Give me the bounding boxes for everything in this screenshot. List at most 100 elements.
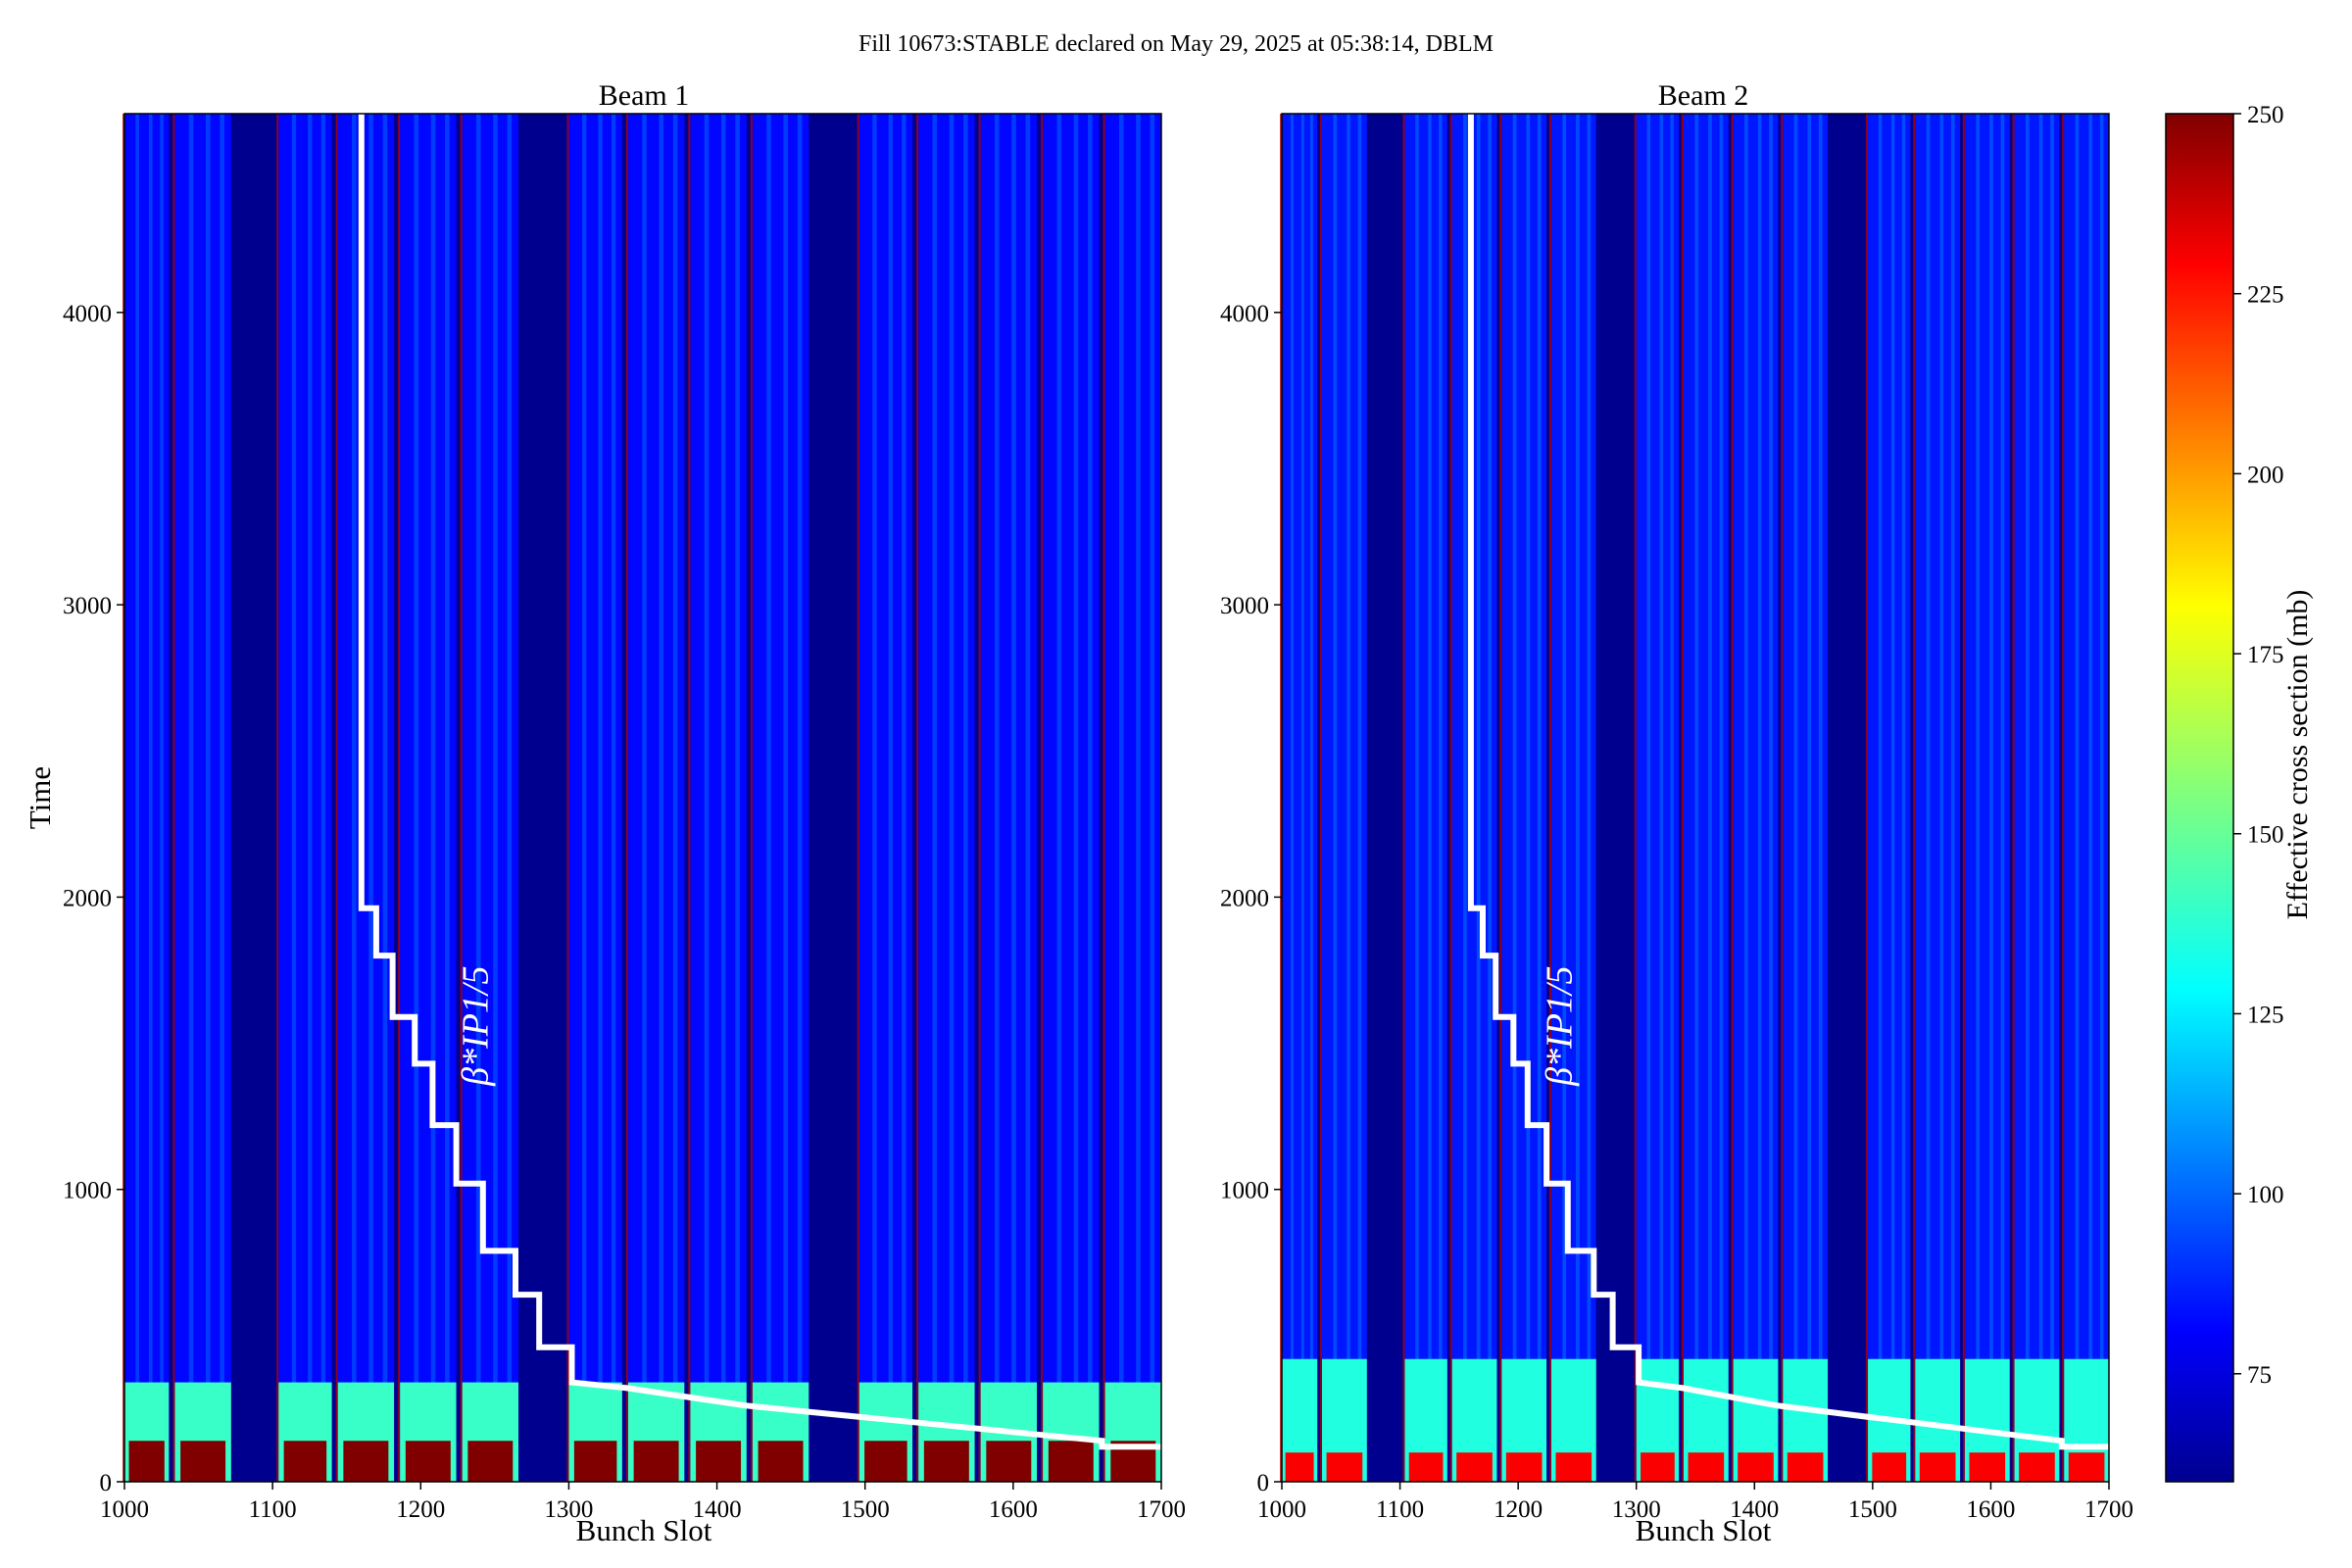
train-edge <box>1548 114 1551 1482</box>
train-streak <box>1439 114 1443 1482</box>
train-high-time-band <box>2068 1452 2105 1482</box>
beam2-x-axis: 1000 1100 1200 1300 1400 1500 1600 1700 <box>1257 1482 2133 1523</box>
train-streak <box>1757 114 1762 1482</box>
x-tick-label: 1500 <box>1848 1496 1897 1523</box>
train-edge <box>916 114 919 1482</box>
bunch-train <box>566 114 622 1482</box>
train-edge <box>2012 114 2015 1482</box>
beam2-heatmap: β*IP1/5 <box>1280 113 2110 1483</box>
train-streak <box>1300 114 1304 1482</box>
bunch-train <box>1319 114 1367 1482</box>
colorbar-tick-label: 250 <box>2247 102 2284 128</box>
y-tick-label: 1000 <box>63 1178 112 1204</box>
y-tick-label: 4000 <box>1220 301 1269 327</box>
train-streak <box>1950 114 1955 1482</box>
beta-star-line <box>1467 114 2109 1450</box>
train-high-time-band <box>1872 1452 1907 1482</box>
train-streak <box>642 114 647 1482</box>
beta-star-line <box>358 114 1161 1450</box>
beam1-x-axis: 1000 1100 1200 1300 1400 1500 1600 1700 <box>100 1482 1186 1523</box>
train-streak <box>994 114 1000 1482</box>
x-tick-label: 1700 <box>2084 1496 2133 1523</box>
train-streak <box>1025 114 1031 1482</box>
train-high-time-band <box>1505 1452 1543 1482</box>
train-edge <box>857 114 859 1482</box>
train-streak <box>414 114 419 1482</box>
train-high-time-band <box>128 1441 165 1482</box>
train-streak <box>1878 114 1883 1482</box>
train-edge <box>1634 114 1637 1482</box>
train-streak <box>1744 114 1748 1482</box>
bunch-train <box>1731 114 1779 1482</box>
train-streak <box>888 114 893 1482</box>
train-streak <box>872 114 877 1482</box>
figure-title: Fill 10673:STABLE declared on May 29, 20… <box>858 31 1494 57</box>
x-tick-label: 1200 <box>1494 1496 1543 1523</box>
train-streak <box>148 114 153 1482</box>
train-high-time-band <box>1688 1452 1725 1482</box>
y-tick-label: 0 <box>100 1470 113 1496</box>
train-edge <box>1319 114 1322 1482</box>
bunch-train <box>1499 114 1547 1482</box>
beam1-title: Beam 1 <box>599 79 689 112</box>
train-edge <box>1681 114 1684 1482</box>
train-streak <box>1291 114 1294 1482</box>
train-high-time-band <box>1641 1452 1675 1482</box>
x-tick-label: 1100 <box>249 1496 297 1523</box>
train-streak <box>2050 114 2054 1482</box>
colorbar-tick-label: 175 <box>2247 642 2284 668</box>
train-streak <box>1576 114 1580 1482</box>
train-streak <box>493 114 498 1482</box>
train-edge <box>1731 114 1734 1482</box>
train-streak <box>507 114 513 1482</box>
train-edge <box>978 114 981 1482</box>
train-streak <box>582 114 587 1482</box>
train-streak <box>783 114 789 1482</box>
train-streak <box>1150 114 1155 1482</box>
train-edge <box>1499 114 1502 1482</box>
bunch-train <box>1102 114 1161 1482</box>
colorbar-tick-label: 100 <box>2247 1182 2284 1208</box>
train-edge <box>460 114 463 1482</box>
x-tick-label: 1000 <box>1257 1496 1306 1523</box>
train-high-time-band <box>1738 1452 1774 1482</box>
bunch-train <box>1280 114 1318 1482</box>
x-tick-label: 1000 <box>100 1496 149 1523</box>
beam2-x-axis-label: Bunch Slot <box>1636 1513 1772 1547</box>
train-edge <box>1041 114 1044 1482</box>
train-streak <box>1926 114 1931 1482</box>
train-streak <box>445 114 450 1482</box>
train-high-time-band <box>1285 1452 1314 1482</box>
train-streak <box>1309 114 1313 1482</box>
train-streak <box>1818 114 1823 1482</box>
train-high-time-band <box>1326 1452 1363 1482</box>
y-tick-label: 3000 <box>63 593 112 619</box>
train-streak <box>1708 114 1712 1482</box>
train-streak <box>1488 114 1492 1482</box>
train-streak <box>932 114 938 1482</box>
train-streak <box>2075 114 2080 1482</box>
colorbar-tick-label: 75 <box>2247 1362 2272 1389</box>
train-streak <box>1807 114 1812 1482</box>
train-streak <box>1463 114 1467 1482</box>
x-tick-label: 1200 <box>396 1496 445 1523</box>
colorbar-gradient <box>2165 113 2234 1483</box>
bunch-train <box>1913 114 1961 1482</box>
train-streak <box>1989 114 1993 1482</box>
train-edge <box>1781 114 1784 1482</box>
beam1-y-axis: 0 1000 2000 3000 4000 <box>63 301 124 1496</box>
train-streak <box>291 114 297 1482</box>
train-streak <box>1347 114 1350 1482</box>
train-edge <box>398 114 401 1482</box>
train-edge <box>1102 114 1105 1482</box>
x-tick-label: 1300 <box>1612 1496 1661 1523</box>
colorbar-tick-label: 150 <box>2247 822 2284 849</box>
bunch-train <box>1681 114 1729 1482</box>
train-edge <box>688 114 691 1482</box>
train-high-time-band <box>283 1441 327 1482</box>
train-streak <box>2025 114 2030 1482</box>
train-high-time-band <box>1048 1441 1094 1482</box>
train-streak <box>963 114 968 1482</box>
train-streak <box>1011 114 1016 1482</box>
bunch-train <box>398 114 457 1482</box>
